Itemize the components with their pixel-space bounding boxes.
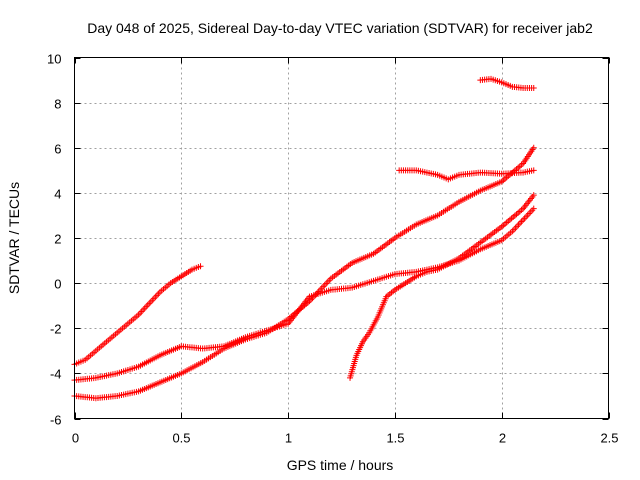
data-point: [530, 192, 537, 199]
y-tick-label: 4: [54, 187, 61, 202]
x-tick-label: 2: [499, 431, 506, 446]
data-point: [530, 144, 537, 151]
y-tick-label: 6: [54, 142, 61, 157]
grid-layer: [74, 57, 609, 419]
y-tick-label: 10: [47, 52, 61, 67]
y-tick-label: -2: [50, 322, 62, 337]
x-tick-label: 0.5: [172, 431, 190, 446]
y-tick-label: 8: [54, 97, 61, 112]
data-point: [530, 167, 537, 174]
y-tick-label: 0: [54, 277, 61, 292]
tick-layer: [74, 57, 610, 420]
data-point: [530, 205, 537, 212]
y-tick-label: -6: [50, 413, 62, 428]
x-tick-label: 2.5: [600, 431, 618, 446]
data-point: [197, 263, 204, 270]
y-tick-label: -4: [50, 367, 62, 382]
series-s4: [396, 167, 537, 183]
x-tick-label: 1: [285, 431, 292, 446]
chart-title: Day 048 of 2025, Sidereal Day-to-day VTE…: [87, 20, 593, 36]
y-axis-label: SDTVAR / TECUs: [6, 182, 22, 294]
data-point: [530, 84, 537, 91]
series-s6: [347, 192, 537, 381]
y-tick-label: 2: [54, 232, 61, 247]
series-s5: [477, 75, 537, 91]
series-s2: [71, 205, 537, 384]
x-axis-label: GPS time / hours: [287, 457, 394, 473]
series-s1: [71, 263, 204, 368]
x-tick-label: 0: [72, 431, 79, 446]
data-layer: [71, 75, 537, 402]
tick-label-layer: 0 0.5 1 1.5 2 2.5 -6 -4 -2 0 2 4 6 8 10: [47, 52, 619, 446]
x-tick-label: 1.5: [386, 431, 404, 446]
